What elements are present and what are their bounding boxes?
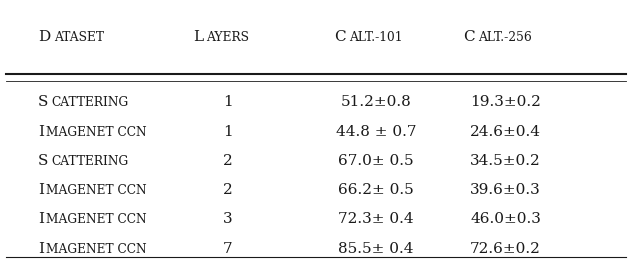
Text: 3: 3 bbox=[222, 213, 233, 226]
Text: I: I bbox=[38, 242, 44, 256]
Text: ALT.-256: ALT.-256 bbox=[478, 31, 532, 44]
Text: 24.6±0.4: 24.6±0.4 bbox=[470, 125, 541, 139]
Text: L: L bbox=[193, 30, 204, 44]
Text: 1: 1 bbox=[222, 95, 233, 109]
Text: MAGENET CCN: MAGENET CCN bbox=[46, 213, 146, 226]
Text: 2: 2 bbox=[222, 183, 233, 197]
Text: I: I bbox=[38, 125, 44, 139]
Text: 19.3±0.2: 19.3±0.2 bbox=[470, 95, 541, 109]
Text: MAGENET CCN: MAGENET CCN bbox=[46, 126, 146, 139]
Text: 46.0±0.3: 46.0±0.3 bbox=[470, 213, 541, 226]
Text: I: I bbox=[38, 183, 44, 197]
Text: MAGENET CCN: MAGENET CCN bbox=[46, 184, 146, 197]
Text: MAGENET CCN: MAGENET CCN bbox=[46, 243, 146, 256]
Text: 72.3± 0.4: 72.3± 0.4 bbox=[338, 213, 414, 226]
Text: AYERS: AYERS bbox=[206, 31, 249, 44]
Text: ATASET: ATASET bbox=[54, 31, 104, 44]
Text: 34.5±0.2: 34.5±0.2 bbox=[470, 154, 541, 168]
Text: D: D bbox=[38, 30, 50, 44]
Text: 7: 7 bbox=[222, 242, 233, 256]
Text: 85.5± 0.4: 85.5± 0.4 bbox=[338, 242, 414, 256]
Text: C: C bbox=[334, 30, 346, 44]
Text: 2: 2 bbox=[222, 154, 233, 168]
Text: 1: 1 bbox=[222, 125, 233, 139]
Text: ALT.-101: ALT.-101 bbox=[349, 31, 403, 44]
Text: I: I bbox=[38, 213, 44, 226]
Text: 72.6±0.2: 72.6±0.2 bbox=[470, 242, 541, 256]
Text: CATTERING: CATTERING bbox=[51, 155, 128, 168]
Text: 51.2±0.8: 51.2±0.8 bbox=[341, 95, 411, 109]
Text: S: S bbox=[38, 95, 48, 109]
Text: 66.2± 0.5: 66.2± 0.5 bbox=[338, 183, 414, 197]
Text: CATTERING: CATTERING bbox=[51, 96, 128, 109]
Text: 39.6±0.3: 39.6±0.3 bbox=[470, 183, 541, 197]
Text: C: C bbox=[463, 30, 475, 44]
Text: 44.8 ± 0.7: 44.8 ± 0.7 bbox=[336, 125, 416, 139]
Text: S: S bbox=[38, 154, 48, 168]
Text: 67.0± 0.5: 67.0± 0.5 bbox=[338, 154, 414, 168]
